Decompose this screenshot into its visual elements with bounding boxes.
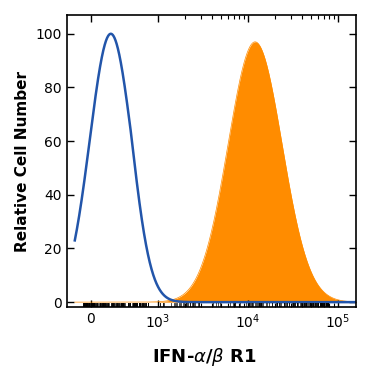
Text: IFN-$\alpha$/$\beta$ R1: IFN-$\alpha$/$\beta$ R1 [152, 346, 256, 368]
Y-axis label: Relative Cell Number: Relative Cell Number [15, 71, 30, 252]
